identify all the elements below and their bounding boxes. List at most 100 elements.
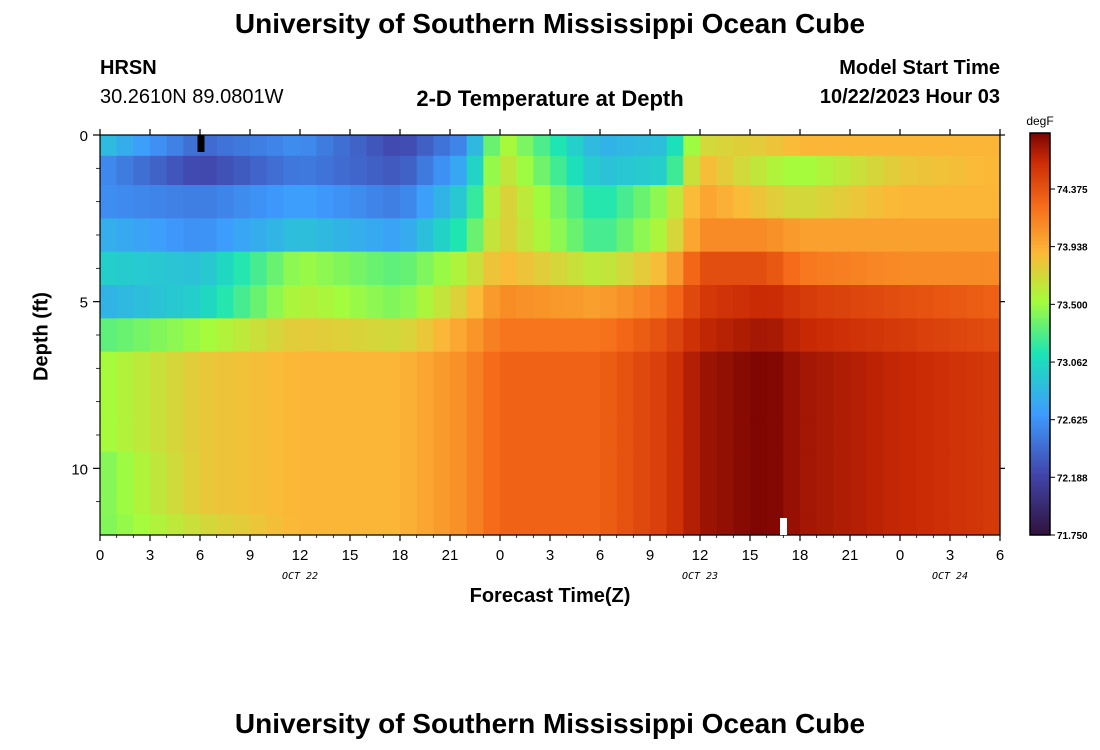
heatmap-cell bbox=[100, 251, 118, 286]
heatmap-cell bbox=[866, 218, 884, 253]
heatmap-cell bbox=[566, 385, 584, 419]
heatmap-cell bbox=[550, 451, 568, 486]
x-tick-label: 12 bbox=[692, 547, 709, 564]
heatmap-cell bbox=[133, 185, 151, 219]
heatmap-cell bbox=[350, 155, 368, 186]
heatmap-cell bbox=[116, 285, 134, 319]
heatmap-cell bbox=[383, 318, 401, 353]
heatmap-cell bbox=[516, 485, 534, 515]
heatmap-cell bbox=[633, 485, 651, 515]
heatmap-cell bbox=[350, 485, 368, 515]
heatmap-cell bbox=[133, 285, 151, 319]
heatmap-cell bbox=[750, 185, 768, 219]
heatmap-cell bbox=[850, 451, 868, 486]
colorbar-tick-label: 73.938 bbox=[1057, 243, 1088, 254]
heatmap-cell bbox=[150, 251, 168, 286]
heatmap-cell bbox=[216, 418, 234, 453]
heatmap-cell bbox=[116, 135, 134, 157]
x-tick-label: 15 bbox=[342, 547, 359, 564]
heatmap-cell bbox=[683, 385, 701, 419]
heatmap-cell bbox=[983, 318, 1001, 353]
heatmap-cell bbox=[466, 285, 484, 319]
date-label: OCT 22 bbox=[282, 571, 318, 582]
heatmap-cell bbox=[600, 385, 618, 419]
heatmap-cell bbox=[283, 485, 301, 515]
heatmap-cell bbox=[216, 385, 234, 419]
heatmap-cell bbox=[966, 285, 984, 319]
heatmap-cell bbox=[883, 418, 901, 453]
heatmap-cell bbox=[866, 185, 884, 219]
heatmap-cell bbox=[916, 485, 934, 515]
heatmap-cell bbox=[700, 418, 718, 453]
heatmap-cell bbox=[866, 451, 884, 486]
heatmap-cell bbox=[450, 485, 468, 515]
heatmap-cell bbox=[466, 418, 484, 453]
heatmap-cell bbox=[966, 218, 984, 253]
heatmap-cell bbox=[233, 385, 251, 419]
heatmap-cell bbox=[983, 251, 1001, 286]
chart-axes: 0 3 6 9 12 15 18 21 0 3 6 9 12 15 18 21 0 3 6 OCT 22 OCT 23 O… bbox=[71, 128, 1005, 582]
heatmap-cell bbox=[316, 185, 334, 219]
heatmap-cell bbox=[550, 185, 568, 219]
heatmap-cell bbox=[183, 385, 201, 419]
heatmap-cell bbox=[483, 514, 501, 536]
heatmap-cell bbox=[916, 451, 934, 486]
heatmap-cell bbox=[616, 385, 634, 419]
heatmap-cell bbox=[116, 385, 134, 419]
heatmap-cell bbox=[883, 451, 901, 486]
heatmap-cell bbox=[150, 351, 168, 386]
heatmap-cell bbox=[783, 351, 801, 386]
heatmap-cell bbox=[766, 155, 784, 186]
heatmap-cell bbox=[266, 285, 284, 319]
heatmap-cell bbox=[166, 155, 184, 186]
heatmap-cell bbox=[750, 351, 768, 386]
heatmap-cell bbox=[983, 514, 1001, 536]
heatmap-cell bbox=[500, 218, 518, 253]
heatmap-cell bbox=[566, 418, 584, 453]
heatmap-cell bbox=[266, 185, 284, 219]
heatmap-cell bbox=[316, 514, 334, 536]
heatmap-cell bbox=[516, 351, 534, 386]
heatmap-cell bbox=[233, 485, 251, 515]
heatmap-cell bbox=[266, 485, 284, 515]
heatmap-cell bbox=[533, 514, 551, 536]
date-label: OCT 23 bbox=[682, 571, 718, 582]
heatmap-cell bbox=[933, 418, 951, 453]
heatmap-cell bbox=[350, 451, 368, 486]
heatmap-cell bbox=[483, 485, 501, 515]
heatmap-cell bbox=[900, 485, 918, 515]
heatmap-cell bbox=[933, 318, 951, 353]
heatmap-cell bbox=[833, 135, 851, 157]
heatmap-cell bbox=[650, 418, 668, 453]
heatmap-cell bbox=[600, 351, 618, 386]
footer-title: University of Southern Mississippi Ocean… bbox=[234, 708, 866, 739]
heatmap-cell bbox=[316, 251, 334, 286]
heatmap-cell bbox=[100, 218, 118, 253]
heatmap-cell bbox=[716, 218, 734, 253]
heatmap-cell bbox=[866, 385, 884, 419]
heatmap-cell bbox=[366, 318, 384, 353]
heatmap-cell bbox=[900, 218, 918, 253]
heatmap-cell bbox=[983, 485, 1001, 515]
heatmap-cell bbox=[816, 135, 834, 157]
heatmap-cell bbox=[733, 485, 751, 515]
heatmap-cell bbox=[300, 485, 318, 515]
heatmap-cell bbox=[633, 385, 651, 419]
heatmap-cell bbox=[483, 318, 501, 353]
heatmap-cell bbox=[933, 351, 951, 386]
heatmap-cell bbox=[333, 385, 351, 419]
heatmap-cell bbox=[333, 155, 351, 186]
heatmap-cell bbox=[800, 451, 818, 486]
heatmap-cell bbox=[816, 418, 834, 453]
heatmap-cell bbox=[433, 318, 451, 353]
x-tick-label: 3 bbox=[946, 547, 954, 564]
heatmap-cell bbox=[683, 318, 701, 353]
heatmap-cell bbox=[733, 135, 751, 157]
heatmap-cell bbox=[866, 351, 884, 386]
heatmap-cell bbox=[600, 135, 618, 157]
heatmap-cell bbox=[250, 185, 268, 219]
heatmap-cell bbox=[266, 514, 284, 536]
heatmap-cell bbox=[100, 185, 118, 219]
heatmap-cell bbox=[816, 155, 834, 186]
